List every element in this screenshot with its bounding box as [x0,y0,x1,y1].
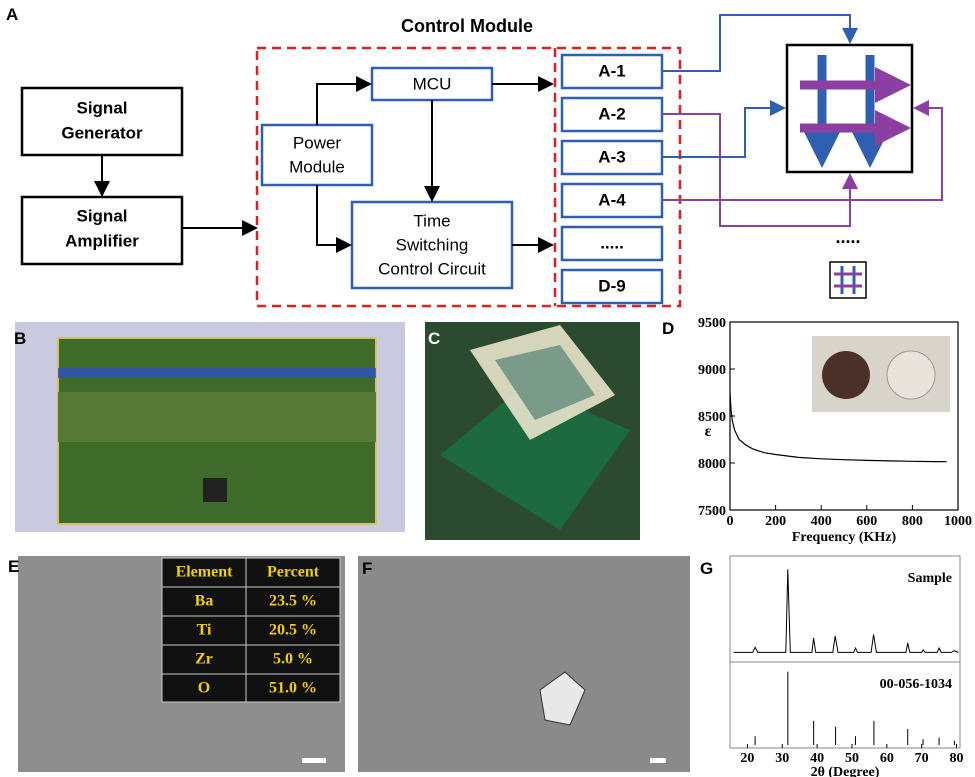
figure: A Control Module Signal Generator Signal… [0,0,975,777]
x-tick-label: 40 [810,751,824,766]
x-tick-label: 800 [902,514,923,529]
scale-bar [302,758,326,763]
sample-disc [887,351,935,399]
table-header: Element [176,564,234,581]
ellipsis: ..... [835,227,860,247]
y-axis-label: ε [705,423,712,440]
panel-label: F [362,559,372,578]
output-label: A-2 [598,104,625,123]
table-cell: Ti [197,622,212,639]
table-cell: O [198,680,210,697]
table-cell: 51.0 % [269,680,317,697]
sample-disc [822,351,870,399]
table-cell: 23.5 % [269,593,317,610]
electrode-box [787,45,912,172]
composition-table: Element Percent Ba 23.5 % Ti 20.5 % Zr 5… [162,558,340,702]
output-label: A-1 [598,61,625,80]
panel-label: B [14,329,26,348]
pcb-connectors [58,368,376,378]
x-tick-label: 200 [765,514,786,529]
node-label: Generator [61,123,143,142]
pcb-components [58,392,376,442]
x-tick-label: 1000 [944,514,972,529]
node-label: Amplifier [65,231,139,250]
x-tick-label: 60 [880,751,894,766]
scale-bar [650,758,666,763]
panel-label: G [700,559,713,578]
x-tick-label: 80 [950,751,964,766]
node-label: Signal [76,206,127,225]
pcb-chip [203,478,227,502]
table-cell: Zr [195,651,213,668]
output-channels: A-1 A-2 A-3 A-4..... D-9 [562,55,662,303]
sem-image [358,556,690,772]
panel-label: E [8,557,19,576]
x-axis-label: 2θ (Degree) [811,765,880,777]
x-tick-label: 600 [856,514,877,529]
electrode-icon [830,262,866,298]
plot-frame [730,662,960,748]
table-cell: Ba [195,593,214,610]
node-label: Switching [396,235,469,254]
panel-label: A [6,5,18,24]
y-tick-label: 7500 [698,504,726,519]
node-label: Module [289,157,345,176]
x-tick-label: 0 [727,514,734,529]
x-tick-label: 20 [740,751,754,766]
node-label: Signal [76,98,127,117]
panel-label: C [428,329,440,348]
arrow [317,84,370,125]
output-label: A-3 [598,147,625,166]
node-label: Control Circuit [378,259,486,278]
x-tick-label: 50 [845,751,859,766]
table-cell: 5.0 % [273,651,313,668]
series-label: 00-056-1034 [880,677,952,692]
series-label: Sample [908,571,952,586]
x-axis-label: Frequency (KHz) [792,530,897,545]
x-tick-label: 30 [775,751,789,766]
output-label: A-4 [598,190,626,209]
x-tick-label: 400 [811,514,832,529]
y-tick-label: 8000 [698,457,726,472]
node-label: Power [293,133,342,152]
xrd-chart: Sample 00-056-1034 20 30 40 50 60 70 80 2θ (Degre… [730,556,964,777]
wire-a3 [662,108,784,157]
y-tick-label: 9000 [698,363,726,378]
diagram-title: Control Module [401,16,533,36]
x-tick-label: 70 [915,751,929,766]
y-tick-label: 8500 [698,410,726,425]
y-tick-label: 9500 [698,316,726,331]
arrow [317,185,350,245]
table-cell: 20.5 % [269,622,317,639]
node-label: Time [413,211,450,230]
panel-label: D [662,319,674,338]
node-label: MCU [413,74,452,93]
table-header: Percent [267,564,320,581]
output-label: D-9 [598,276,625,295]
output-label: ..... [600,233,624,252]
